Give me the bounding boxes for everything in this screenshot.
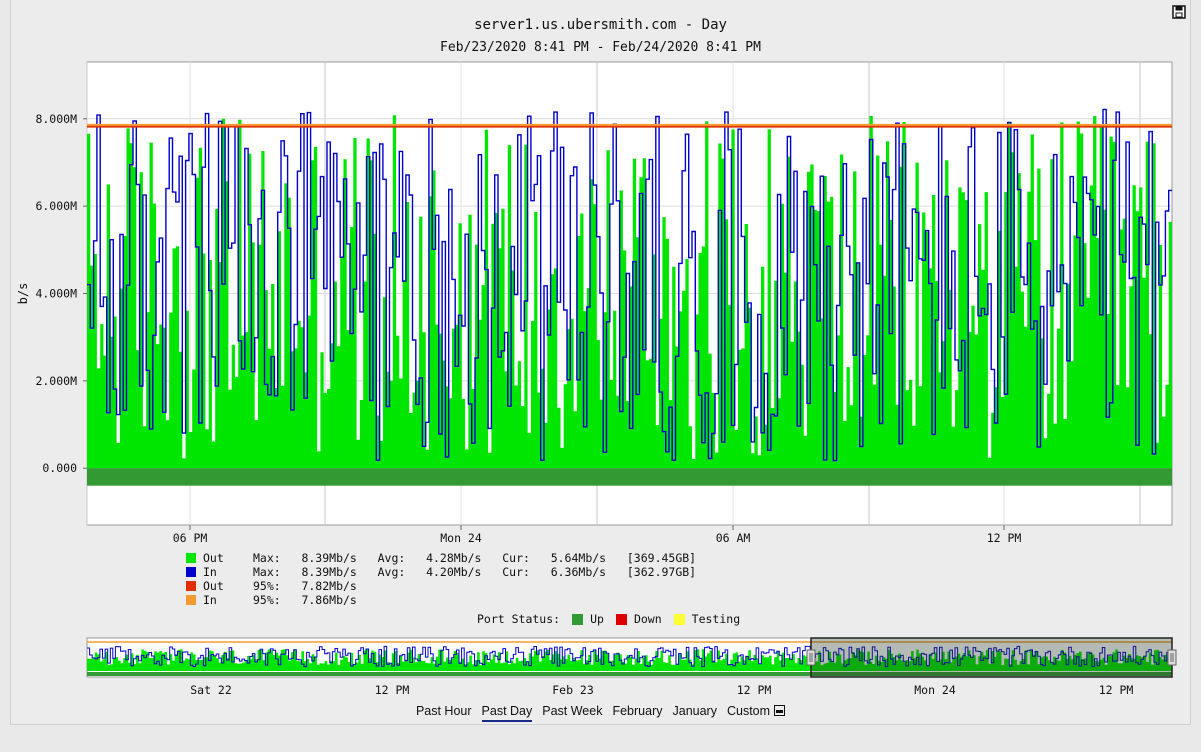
legend-row-out-95: Out 95%: 7.82Mb/s — [186, 579, 696, 593]
legend-series-name: In — [203, 593, 217, 607]
series-in-line — [87, 108, 1172, 462]
graph-date-range: Feb/23/2020 8:41 PM - Feb/24/2020 8:41 P… — [440, 40, 761, 55]
legend-stats: 95%: 7.86Mb/s — [253, 593, 357, 607]
status-label: Down — [633, 612, 662, 626]
x-tick-label: 06 AM — [716, 531, 751, 545]
legend-row-in: In Max: 8.39Mb/s Avg: 4.20Mb/s Cur: 6.36… — [186, 565, 696, 579]
legend-swatch — [186, 595, 196, 605]
y-tick-label: 4.000M — [35, 287, 77, 301]
legend-series-name: Out — [203, 551, 224, 565]
status-swatch — [615, 613, 627, 625]
y-tick-label: 2.000M — [35, 374, 77, 388]
legend-stats: 95%: 7.82Mb/s — [253, 579, 357, 593]
legend-stats: Max: 8.39Mb/s Avg: 4.28Mb/s Cur: 5.64Mb/… — [253, 551, 697, 565]
port-status-testing: Testing — [673, 612, 741, 626]
status-label: Up — [590, 612, 604, 626]
save-icon[interactable] — [1172, 5, 1186, 19]
status-swatch — [673, 613, 685, 625]
port-status-label: Port Status: — [477, 612, 561, 626]
legend-swatch — [186, 553, 196, 563]
tab-custom[interactable]: Custom — [726, 704, 786, 722]
y-tick-label: 8.000M — [35, 112, 77, 126]
tab-january[interactable]: January — [672, 704, 717, 718]
y-tick-label: 6.000M — [35, 199, 77, 213]
tab-custom-label: Custom — [726, 704, 771, 718]
graph-title: server1.us.ubersmith.com - Day — [474, 17, 727, 33]
x-tick-label: Mon 24 — [440, 531, 482, 545]
legend-series-name: Out — [203, 579, 224, 593]
legend-row-in-95: In 95%: 7.86Mb/s — [186, 593, 696, 607]
legend-swatch — [186, 581, 196, 591]
port-status: Port Status: Up Down Testing — [477, 612, 740, 626]
range-tabs: Past Hour Past Day Past Week February Ja… — [0, 704, 1201, 722]
y-axis-label: b/s — [16, 283, 30, 305]
port-status-up: Up — [572, 612, 604, 626]
status-label: Testing — [691, 612, 741, 626]
legend-series-name: In — [203, 565, 217, 579]
y-tick-label: 0.000 — [42, 461, 77, 475]
status-swatch — [572, 613, 584, 625]
calendar-icon[interactable] — [774, 705, 786, 716]
legend-swatch — [186, 567, 196, 577]
legend-row-out: Out Max: 8.39Mb/s Avg: 4.28Mb/s Cur: 5.6… — [186, 551, 696, 565]
x-tick-label: 12 PM — [987, 531, 1022, 545]
x-tick-label: 06 PM — [173, 531, 208, 545]
port-status-band — [87, 468, 1172, 486]
tab-past-hour[interactable]: Past Hour — [415, 704, 472, 718]
port-status-down: Down — [615, 612, 662, 626]
legend-stats: Max: 8.39Mb/s Avg: 4.20Mb/s Cur: 6.36Mb/… — [253, 565, 697, 579]
legend: Out Max: 8.39Mb/s Avg: 4.28Mb/s Cur: 5.6… — [186, 551, 696, 607]
tab-past-day[interactable]: Past Day — [481, 704, 533, 722]
tab-past-week[interactable]: Past Week — [542, 704, 603, 718]
tab-february[interactable]: February — [612, 704, 663, 718]
